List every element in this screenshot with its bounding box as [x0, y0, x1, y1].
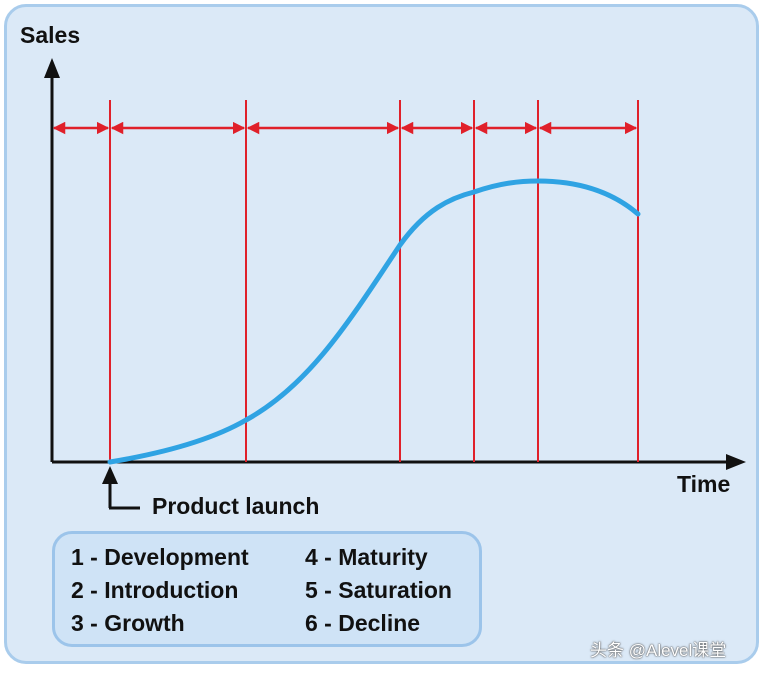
y-axis-arrow-icon [44, 58, 60, 78]
stage-boundaries [109, 100, 639, 462]
legend-item: 3 - Growth [71, 610, 185, 636]
launch-pointer-icon [102, 466, 140, 510]
sales-curve [107, 178, 641, 465]
legend-item: 5 - Saturation [305, 577, 452, 603]
x-axis-label: Time [677, 471, 731, 497]
legend-item: 6 - Decline [305, 610, 421, 636]
product-launch-label: Product launch [152, 493, 320, 519]
watermark: 头条 @Alevel课堂 [590, 641, 727, 660]
y-axis-label: Sales [20, 22, 81, 48]
stage-legend: 1 - Development 2 - Introduction 3 - Gro… [52, 531, 482, 647]
x-axis-arrow-icon [726, 454, 746, 470]
legend-item: 4 - Maturity [305, 544, 428, 570]
legend-item: 2 - Introduction [71, 577, 239, 603]
legend-item: 1 - Development [71, 544, 249, 570]
